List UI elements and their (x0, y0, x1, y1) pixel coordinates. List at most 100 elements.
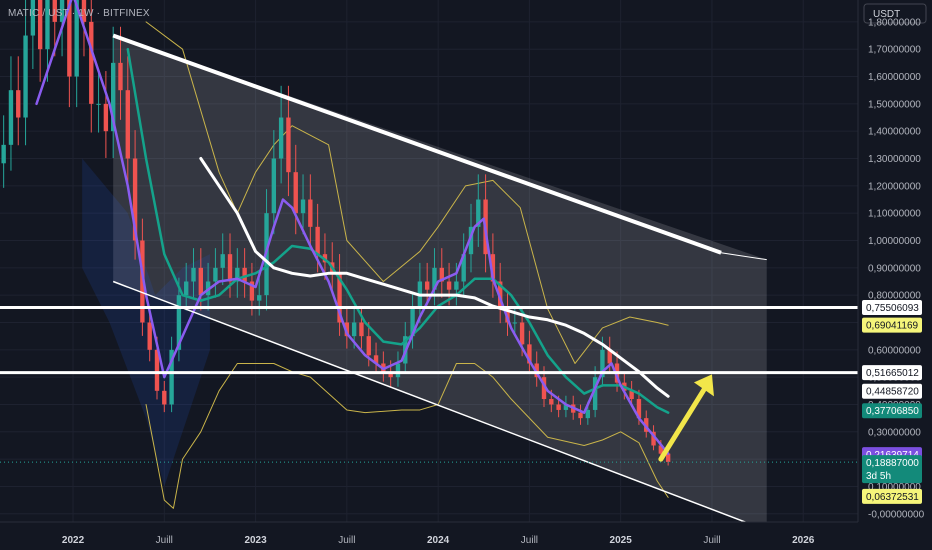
candle (490, 233, 496, 298)
candle (235, 248, 240, 298)
candle-body (132, 158, 138, 241)
candle-body (300, 199, 306, 214)
candle-body (337, 273, 342, 323)
candle (23, 0, 28, 146)
candle-body (476, 199, 481, 227)
candle-body (110, 62, 116, 132)
candle-body (242, 267, 247, 282)
y-tick-label: 1,10000000 (868, 209, 921, 220)
candle-body (359, 322, 364, 337)
candle-body (563, 404, 569, 410)
candle-body (271, 158, 277, 214)
candle-body (541, 377, 547, 400)
candle-body (373, 355, 379, 364)
candle-body (257, 295, 262, 301)
y-tick-label: 1,50000000 (868, 99, 921, 110)
candle (476, 174, 481, 247)
y-tick-label: 1,60000000 (868, 72, 921, 83)
candle-body (315, 226, 320, 255)
price-tag (862, 299, 922, 315)
candle (8, 56, 14, 171)
y-tick-label: -0,00000000 (868, 509, 925, 520)
y-tick-label: 1,40000000 (868, 127, 921, 138)
arrow-icon (693, 374, 714, 397)
candle-body (651, 431, 656, 446)
ma-mid-line (126, 47, 670, 414)
candle (278, 85, 284, 184)
y-tick-label: 0,80000000 (868, 291, 921, 302)
candle (410, 292, 415, 349)
candle-body (23, 35, 28, 118)
candle (110, 26, 116, 158)
candle-body (118, 62, 123, 91)
candle (271, 130, 277, 235)
candle (592, 366, 598, 418)
channel-lower-line (112, 280, 767, 531)
ma-fast-line (35, 0, 670, 455)
candle-body (424, 281, 430, 290)
candle-body (351, 322, 357, 337)
x-tick-label: 2022 (62, 535, 85, 546)
candle-body (388, 371, 393, 378)
candle-body (592, 377, 598, 410)
candle-body (191, 267, 196, 282)
x-tick-label: Juill (703, 535, 720, 546)
candle-body (30, 0, 36, 36)
candle-body (308, 199, 313, 227)
candle (242, 248, 247, 298)
y-tick-label: 1,70000000 (868, 45, 921, 56)
price-tag (862, 365, 922, 381)
candle (607, 336, 612, 375)
candle-body (37, 0, 43, 50)
price-tag-label: 0,44858720 (866, 387, 919, 398)
candle-body (198, 267, 203, 296)
candle (220, 233, 225, 286)
candle-body (184, 281, 189, 296)
y-tick-label: 0,90000000 (868, 263, 921, 274)
price-tag-label: 0,75506093 (866, 303, 919, 314)
arrow-shaft (658, 383, 709, 462)
candle-body (578, 412, 583, 419)
candle-body (89, 21, 94, 104)
candle-body (176, 295, 182, 350)
channel-fill (113, 35, 767, 531)
candle-body (81, 0, 87, 22)
candle (30, 0, 36, 70)
candle (118, 26, 123, 120)
candle (125, 56, 130, 184)
y-tick-label: 1,30000000 (868, 154, 921, 165)
candle (373, 342, 379, 375)
candle-body (461, 254, 466, 282)
candle (67, 0, 72, 108)
candle (184, 262, 189, 311)
y-tick-label: 0,30000000 (868, 427, 921, 438)
candle-body (286, 117, 291, 173)
ma-slow-line (199, 157, 670, 398)
candle-body (556, 404, 561, 410)
candle-body (8, 90, 14, 145)
candle (527, 330, 532, 375)
x-axis-panel (0, 522, 932, 550)
y-tick-label: 0,10000000 (868, 482, 921, 493)
candle-body (249, 281, 255, 301)
channel-upper-extension (721, 252, 767, 261)
candle-body (600, 349, 605, 378)
candle-body (454, 281, 459, 290)
candle-body (490, 254, 496, 282)
candle-body (67, 0, 72, 77)
candle-body (154, 349, 160, 391)
candle-body (512, 322, 517, 324)
candle-body (213, 267, 218, 282)
currency-label: USDT (873, 9, 900, 20)
x-tick-label: 2025 (610, 535, 633, 546)
price-tag (862, 403, 922, 419)
candle (103, 71, 109, 158)
candle-body (344, 322, 350, 337)
candle (191, 248, 196, 298)
candle-body (103, 103, 109, 132)
candle-body (227, 254, 233, 282)
candle-body (549, 399, 554, 405)
candle-body (140, 240, 145, 323)
candle-body (665, 453, 671, 462)
